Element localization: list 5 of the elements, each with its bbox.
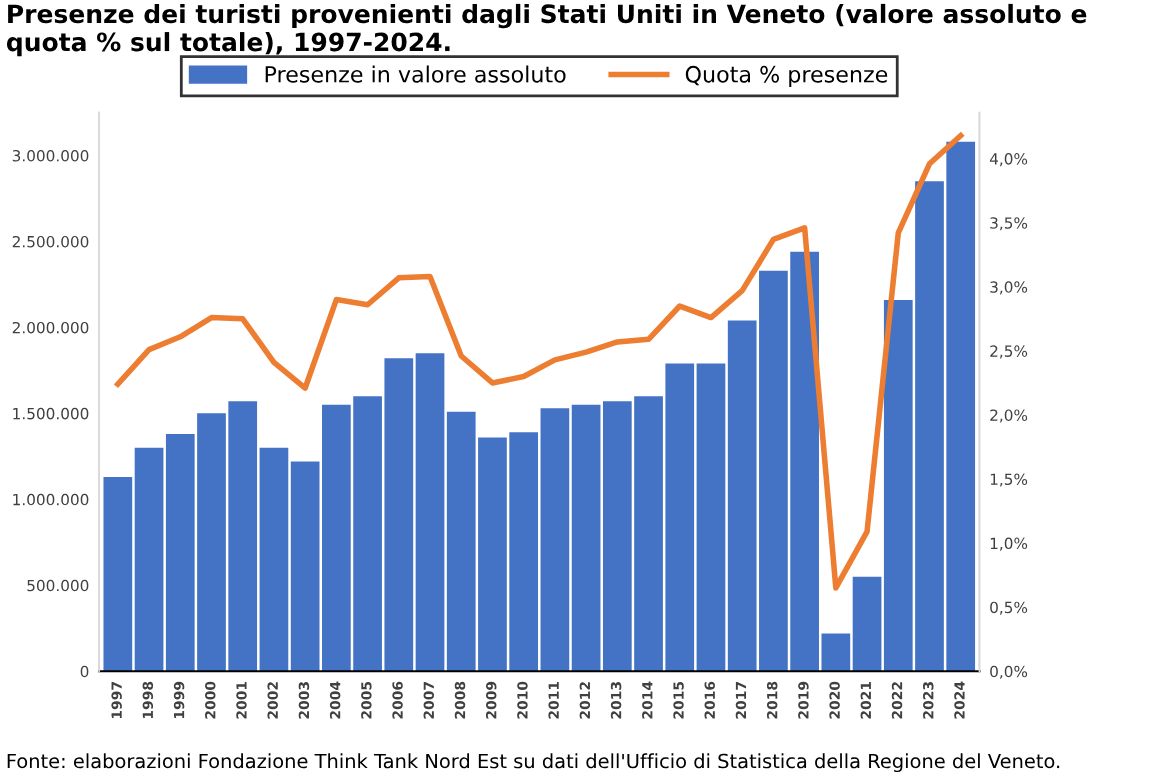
legend-label: Presenze in valore assoluto [265, 65, 566, 83]
line-series [115, 132, 964, 591]
chart-title: Presenze dei turisti provenienti dagli Stati Uniti in Veneto (valore assoluto e quota % sul totale), 1997-2024. [6, 3, 1087, 57]
source-note: Fonte: elaborazioni Fondazione Think Tank Nord Est su dati dell'Ufficio di Statistica della Regione del Veneto. [7, 753, 1060, 773]
legend-label: Quota % presenze [685, 65, 888, 87]
